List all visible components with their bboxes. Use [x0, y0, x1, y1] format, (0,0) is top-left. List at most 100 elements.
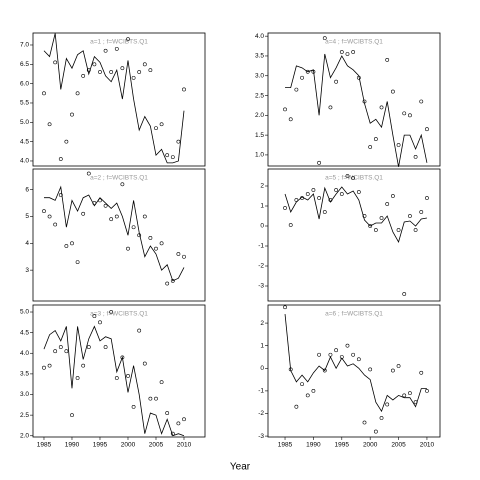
data-point [154, 126, 158, 131]
data-point [396, 364, 401, 368]
data-point [419, 210, 424, 214]
x-tick-label: 1995 [335, 442, 350, 449]
data-point [81, 74, 86, 78]
data-point [413, 228, 418, 232]
data-point [402, 393, 407, 398]
data-point [385, 402, 390, 407]
data-point [182, 417, 186, 422]
y-tick-label: 5 [25, 213, 29, 220]
data-point [126, 374, 130, 378]
series-line [43, 325, 185, 437]
data-point [328, 352, 333, 357]
data-point [339, 355, 344, 359]
panel-title: a=2 ; f=WCIBTS.Q1 [90, 175, 148, 182]
series-line [43, 33, 185, 164]
data-point [70, 241, 74, 246]
data-point [86, 171, 91, 176]
data-point [368, 145, 373, 149]
panel-title: a=6 ; f=WCIBTS.Q1 [325, 311, 383, 318]
data-point [413, 154, 418, 159]
data-point [425, 388, 429, 393]
data-point [131, 404, 136, 409]
x-tick-label: 2000 [121, 442, 136, 449]
y-tick-label: 4.0 [20, 158, 29, 165]
data-point [47, 122, 52, 127]
x-tick-label: 1995 [93, 442, 108, 449]
data-point [362, 99, 367, 104]
data-point [322, 36, 327, 41]
data-point [64, 349, 69, 354]
data-point [120, 355, 125, 360]
data-point [283, 206, 287, 210]
data-point [126, 37, 130, 42]
data-point [408, 214, 412, 218]
data-point [98, 320, 102, 325]
data-point [148, 68, 153, 73]
data-point [339, 192, 344, 196]
y-tick-label: -1 [258, 243, 264, 250]
data-point [328, 105, 333, 110]
data-point [379, 105, 384, 110]
y-tick-label: 2.0 [20, 432, 29, 439]
y-tick-label: -1 [258, 388, 264, 395]
panel-frame [267, 168, 441, 302]
data-point [86, 345, 91, 349]
data-point [288, 117, 293, 122]
data-point [159, 241, 164, 246]
data-point [131, 75, 136, 80]
data-point [317, 196, 321, 200]
data-point [385, 58, 390, 62]
data-point [356, 190, 361, 194]
data-point [142, 361, 147, 366]
data-point [70, 112, 74, 117]
data-point [165, 411, 170, 415]
series-line [43, 185, 185, 282]
panel-frame [267, 32, 441, 167]
data-point [317, 160, 321, 165]
data-point [425, 196, 429, 200]
data-point [294, 404, 299, 409]
y-tick-label: -3 [258, 283, 264, 290]
data-point [379, 216, 384, 220]
data-point [419, 370, 424, 375]
series-line [284, 186, 428, 244]
data-point [182, 254, 186, 259]
x-tick-label: 1985 [37, 442, 52, 449]
data-point [328, 198, 333, 202]
data-point [109, 310, 114, 314]
data-point [64, 244, 69, 248]
data-point [170, 431, 175, 436]
data-point [120, 182, 125, 187]
data-point [53, 60, 58, 65]
data-point [64, 139, 69, 144]
data-point [75, 91, 80, 96]
data-point [114, 376, 119, 380]
data-point [390, 194, 395, 198]
y-tick-label: 1 [260, 342, 264, 349]
data-point [425, 127, 429, 132]
y-tick-label: 0 [260, 365, 264, 372]
y-tick-label: 3.0 [20, 391, 29, 398]
data-point [345, 52, 350, 56]
y-tick-label: -3 [258, 433, 264, 440]
data-point [373, 228, 378, 232]
y-tick-label: 5.0 [20, 119, 29, 126]
data-point [345, 174, 350, 178]
data-point [322, 368, 327, 373]
data-point [86, 68, 91, 73]
data-point [294, 87, 299, 92]
data-point [362, 420, 367, 425]
data-point [402, 292, 407, 296]
data-point [114, 214, 119, 219]
panel-frame [32, 304, 206, 438]
data-point [283, 107, 287, 112]
data-point [109, 217, 114, 222]
data-point [373, 429, 378, 434]
data-point [311, 388, 316, 393]
data-point [103, 345, 108, 349]
x-tick-label: 2005 [149, 442, 164, 449]
data-point [379, 416, 384, 420]
data-point [47, 214, 52, 219]
data-point [165, 281, 170, 286]
